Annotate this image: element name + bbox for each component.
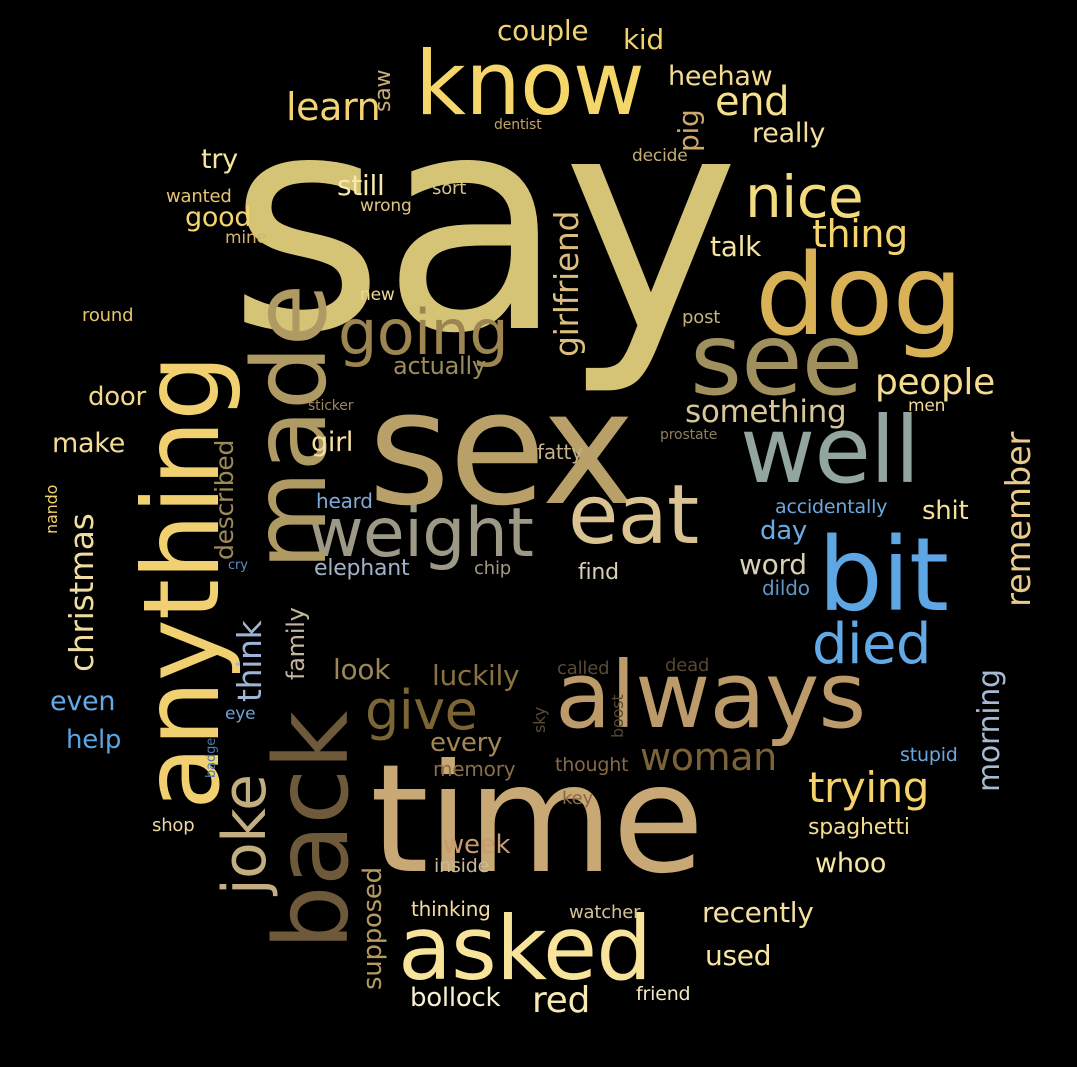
word-heehaw: heehaw	[668, 61, 773, 92]
word-going: going	[338, 296, 509, 369]
word-whoo: whoo	[815, 848, 887, 879]
word-eat: eat	[568, 468, 699, 563]
word-talk: talk	[710, 230, 762, 263]
word-stupid: stupid	[900, 744, 958, 766]
word-boost: boost	[608, 694, 627, 738]
word-really: really	[752, 118, 826, 149]
word-even: even	[50, 686, 116, 717]
word-fatty: fatty	[537, 440, 583, 464]
word-sky: sky	[530, 706, 549, 733]
word-every: every	[430, 728, 503, 758]
word-key: key	[562, 788, 593, 809]
word-people: people	[875, 362, 995, 403]
word-time: time	[370, 733, 704, 907]
word-dildo: dildo	[762, 576, 810, 600]
word-christmas: christmas	[62, 513, 101, 672]
word-always: always	[555, 642, 866, 749]
word-see: see	[690, 301, 863, 418]
word-help: help	[66, 725, 122, 755]
word-anything: anything	[121, 355, 243, 810]
word-died: died	[812, 612, 931, 677]
word-mine: mine	[225, 228, 267, 248]
word-red: red	[532, 980, 590, 1021]
word-trying: trying	[808, 763, 930, 812]
word-inside: inside	[434, 855, 490, 877]
word-morning: morning	[972, 669, 1007, 792]
word-day: day	[760, 516, 808, 546]
word-cry: cry	[228, 558, 248, 573]
word-word: word	[739, 548, 807, 581]
word-end: end	[715, 79, 790, 125]
word-say: say	[228, 50, 740, 399]
word-wanted: wanted	[166, 186, 232, 207]
word-decide: decide	[632, 146, 688, 166]
word-sticker: sticker	[308, 398, 354, 414]
word-men: men	[908, 396, 946, 416]
word-spaghetti: spaghetti	[808, 815, 910, 840]
word-friend: friend	[636, 983, 691, 1005]
word-supposed: supposed	[358, 867, 388, 990]
word-accidentally: accidentally	[775, 496, 888, 518]
word-door: door	[88, 382, 146, 412]
word-know: know	[415, 32, 645, 135]
word-heard: heard	[316, 489, 373, 513]
word-elephant: elephant	[314, 556, 410, 581]
word-asked: asked	[398, 897, 652, 1000]
word-girlfriend: girlfriend	[547, 210, 586, 357]
word-memory: memory	[433, 757, 516, 781]
word-make: make	[52, 428, 126, 459]
word-think: think	[230, 620, 269, 702]
word-family: family	[282, 607, 310, 680]
word-prostate: prostate	[660, 427, 718, 443]
word-chip: chip	[474, 558, 512, 579]
word-week: week	[443, 830, 511, 860]
word-shop: shop	[152, 815, 195, 836]
word-nice: nice	[745, 163, 864, 231]
word-dentist: dentist	[494, 117, 542, 133]
word-shit: shit	[922, 496, 969, 526]
word-used: used	[705, 939, 772, 972]
word-saw: saw	[371, 69, 396, 112]
word-new: new	[360, 285, 395, 305]
word-find: find	[578, 560, 619, 585]
word-sex: sex	[368, 357, 635, 541]
word-girl: girl	[311, 427, 354, 458]
word-actually: actually	[393, 352, 486, 380]
word-sort: sort	[432, 178, 467, 199]
word-remember: remember	[999, 431, 1039, 607]
word-badge: badge	[204, 737, 219, 778]
word-look: look	[333, 653, 391, 686]
word-woman: woman	[640, 735, 777, 779]
word-recently: recently	[702, 896, 814, 929]
word-joke: joke	[210, 774, 280, 895]
word-give: give	[365, 679, 478, 742]
word-watcher: watcher	[569, 902, 641, 923]
word-wrong: wrong	[360, 196, 412, 216]
word-nando: nando	[42, 484, 61, 534]
word-still: still	[337, 169, 385, 202]
word-thing: thing	[812, 212, 908, 256]
word-well: well	[740, 397, 920, 504]
word-luckily: luckily	[432, 659, 520, 692]
word-bollock: bollock	[410, 983, 501, 1013]
word-couple: couple	[497, 14, 589, 47]
word-kid: kid	[623, 23, 664, 56]
word-called: called	[557, 658, 610, 679]
word-eye: eye	[225, 704, 256, 724]
word-weight: weight	[308, 494, 534, 573]
word-round: round	[82, 305, 134, 326]
word-something: something	[685, 394, 847, 430]
word-bit: bit	[818, 516, 949, 635]
word-learn: learn	[286, 85, 381, 129]
word-described: described	[210, 439, 239, 560]
word-dead: dead	[665, 655, 710, 676]
word-good: good	[185, 202, 252, 233]
word-thought: thought	[555, 754, 629, 776]
word-try: try	[201, 144, 238, 175]
word-dog: dog	[755, 231, 963, 361]
word-thinking: thinking	[411, 897, 491, 921]
word-post: post	[682, 307, 721, 328]
